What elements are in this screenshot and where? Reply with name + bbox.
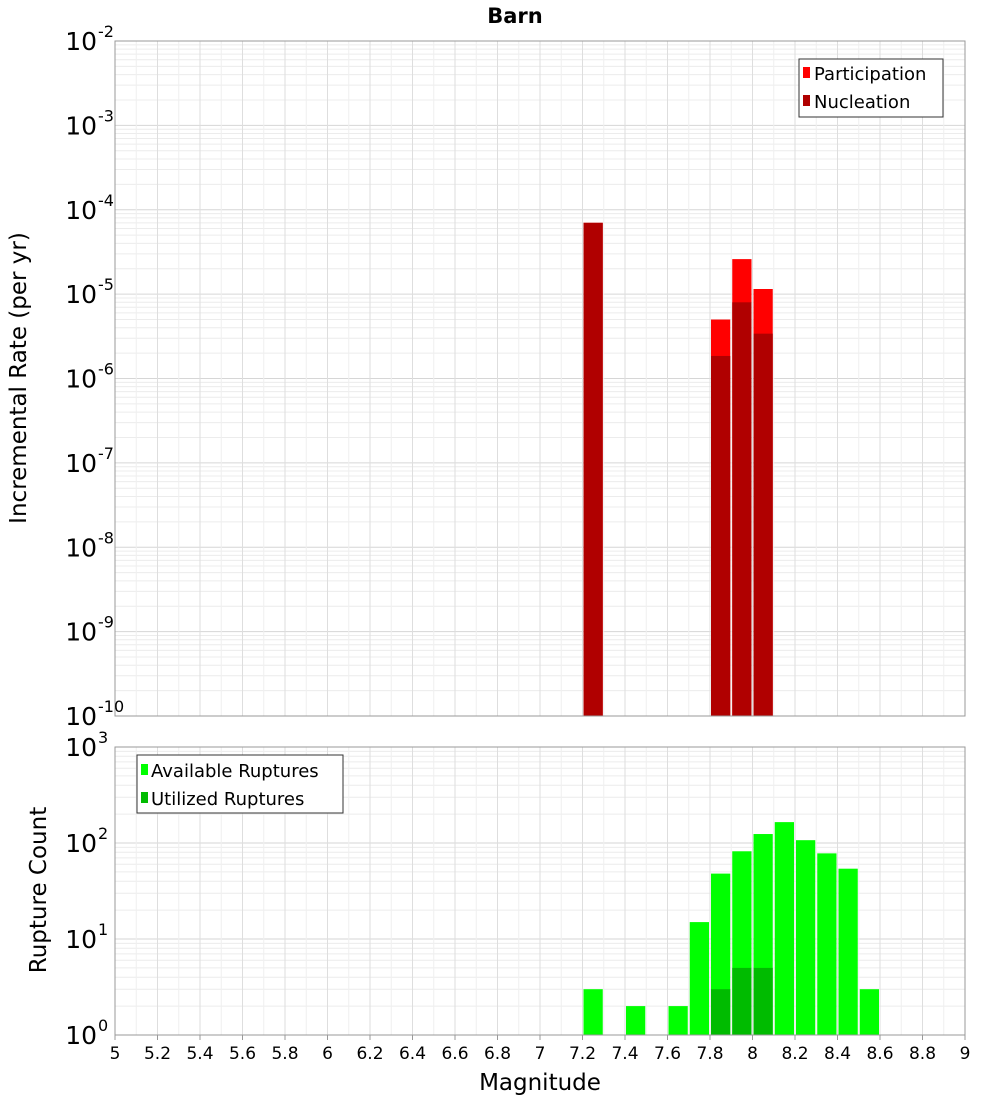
- rate-bar-nucleation: [732, 302, 752, 716]
- rate-legend-box: [798, 58, 944, 118]
- rate-y-tick-label: 10: [65, 533, 97, 562]
- rate-grid: [114, 41, 966, 717]
- x-tick-label: 6.4: [399, 1044, 426, 1064]
- count-legend-box: [136, 754, 344, 814]
- count-bar-available-ruptures: [817, 853, 837, 1035]
- x-tick-label: 8.8: [909, 1044, 936, 1064]
- count-y-tick-exponent: 1: [98, 920, 108, 939]
- count-y-tick-exponent: 0: [98, 1016, 108, 1035]
- rate-y-tick-exponent: -6: [98, 360, 114, 379]
- count-bar-available-ruptures: [689, 922, 709, 1035]
- rate-plot-frame: [114, 40, 966, 717]
- rate-bar-nucleation: [711, 355, 731, 716]
- rate-bar-nucleation: [583, 222, 603, 716]
- legend-label-participation: Participation: [814, 64, 926, 85]
- x-tick-label: 8.2: [781, 1044, 808, 1064]
- count-y-tick-exponent: 3: [98, 728, 108, 747]
- rate-y-tick-exponent: -10: [98, 697, 124, 716]
- legend-swatch-nucleation: [803, 95, 810, 106]
- count-y-axis-label: Rupture Count: [26, 807, 52, 973]
- legend-label-available: Available Ruptures: [151, 761, 319, 782]
- x-tick-label: 9: [960, 1044, 971, 1064]
- count-bar-utilized-ruptures: [753, 967, 773, 1035]
- chart-title: Barn: [487, 4, 542, 28]
- rate-y-tick-label: 10: [65, 618, 97, 647]
- count-bar-available-ruptures: [796, 840, 816, 1035]
- x-tick-label: 7: [535, 1044, 546, 1064]
- count-bar-available-ruptures: [626, 1006, 646, 1035]
- count-y-tick-label: 10: [65, 829, 97, 858]
- rate-y-tick-label: 10: [65, 365, 97, 394]
- x-tick-label: 6.6: [441, 1044, 468, 1064]
- x-tick-label: 5.4: [186, 1044, 213, 1064]
- x-tick-label: 5.2: [144, 1044, 171, 1064]
- legend-label-utilized: Utilized Ruptures: [151, 789, 304, 810]
- count-bar-available-ruptures: [583, 989, 603, 1035]
- rate-y-tick-label: 10: [65, 27, 97, 56]
- rate-y-axis-label: Incremental Rate (per yr): [6, 232, 32, 524]
- count-y-tick-label: 10: [65, 733, 97, 762]
- x-tick-label: 8: [747, 1044, 758, 1064]
- rate-y-tick-label: 10: [65, 449, 97, 478]
- count-y-tick-label: 10: [65, 925, 97, 954]
- count-bar-available-ruptures: [668, 1006, 688, 1035]
- rate-y-tick-exponent: -7: [98, 444, 114, 463]
- legend-swatch-utilized: [141, 792, 148, 803]
- rate-y-tick-label: 10: [65, 702, 97, 731]
- rate-y-tick-exponent: -5: [98, 275, 114, 294]
- rate-y-tick-label: 10: [65, 280, 97, 309]
- x-tick-label: 7.8: [696, 1044, 723, 1064]
- rate-y-tick-exponent: -2: [98, 22, 114, 41]
- x-tick-label: 7.4: [611, 1044, 638, 1064]
- count-y-tick-exponent: 2: [98, 824, 108, 843]
- rate-y-tick-label: 10: [65, 196, 97, 225]
- rate-bar-nucleation: [753, 333, 773, 716]
- rate-y-tick-exponent: -8: [98, 528, 114, 547]
- count-legend: Available Ruptures Utilized Ruptures: [136, 754, 344, 814]
- rate-y-tick-exponent: -4: [98, 191, 114, 210]
- x-tick-label: 5: [110, 1044, 121, 1064]
- x-tick-label: 5.8: [271, 1044, 298, 1064]
- rate-legend: Participation Nucleation: [798, 58, 944, 118]
- count-panel: 10 010 110 210 35 5.2 5.4 5.6 5.8 6 6.2 6.4 6.6 6.8 7 7…: [65, 728, 970, 1064]
- count-bar-utilized-ruptures: [711, 989, 731, 1035]
- x-axis-label: Magnitude: [479, 1070, 601, 1096]
- x-tick-label: 8.4: [824, 1044, 851, 1064]
- count-bar-available-ruptures: [859, 989, 879, 1035]
- count-bar-utilized-ruptures: [732, 967, 752, 1035]
- x-tick-label: 5.6: [229, 1044, 256, 1064]
- count-y-tick-label: 10: [65, 1021, 97, 1050]
- rate-y-tick-exponent: -9: [98, 613, 114, 632]
- x-tick-label: 6.8: [484, 1044, 511, 1064]
- legend-label-nucleation: Nucleation: [814, 92, 910, 113]
- count-bar-available-ruptures: [838, 868, 858, 1035]
- x-tick-label: 7.2: [569, 1044, 596, 1064]
- x-tick-label: 6: [322, 1044, 333, 1064]
- count-bar-available-ruptures: [774, 822, 794, 1035]
- rate-y-tick-exponent: -3: [98, 106, 114, 125]
- legend-swatch-available: [141, 764, 148, 775]
- rate-y-tick-label: 10: [65, 111, 97, 140]
- legend-swatch-participation: [803, 67, 810, 78]
- x-tick-label: 6.2: [356, 1044, 383, 1064]
- x-tick-label: 8.6: [866, 1044, 893, 1064]
- x-tick-label: 7.6: [654, 1044, 681, 1064]
